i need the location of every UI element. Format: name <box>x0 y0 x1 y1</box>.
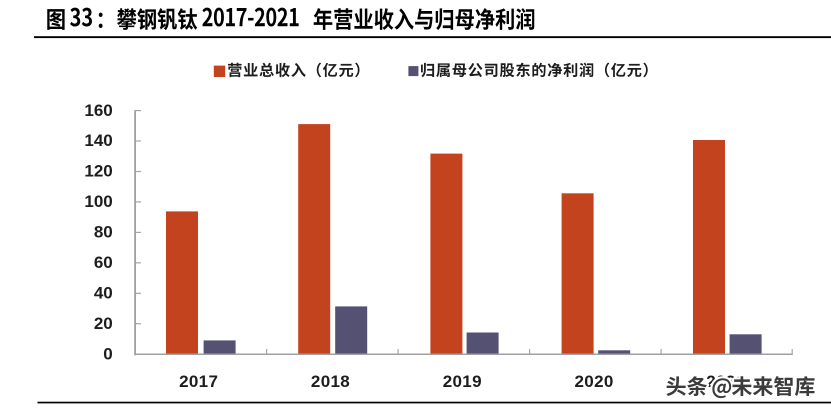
svg-text:2017: 2017 <box>179 372 218 391</box>
svg-text:2020: 2020 <box>574 372 613 391</box>
svg-text:40: 40 <box>94 284 113 303</box>
svg-text:20: 20 <box>94 314 113 333</box>
svg-text:100: 100 <box>84 192 112 211</box>
svg-text:120: 120 <box>84 162 112 181</box>
svg-text:60: 60 <box>94 253 113 272</box>
svg-text:140: 140 <box>84 131 112 150</box>
svg-text:160: 160 <box>84 101 112 120</box>
svg-text:80: 80 <box>94 223 113 242</box>
svg-text:2019: 2019 <box>443 372 482 391</box>
svg-text:0: 0 <box>103 344 112 363</box>
svg-text:2018: 2018 <box>311 372 350 391</box>
